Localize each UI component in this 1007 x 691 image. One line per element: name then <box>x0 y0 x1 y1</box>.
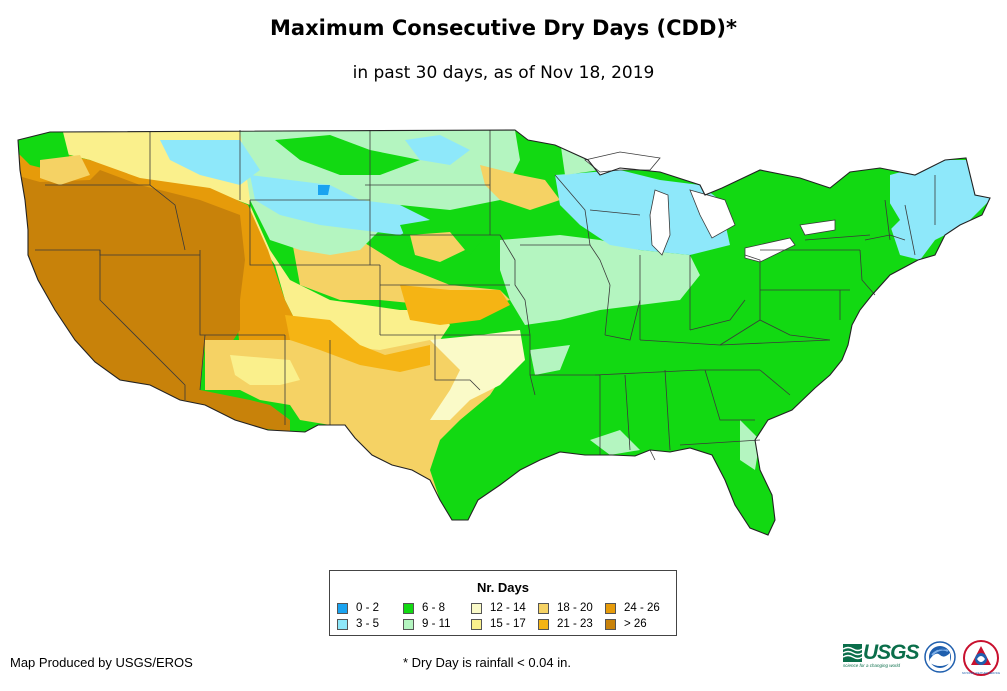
nws-logo: NATIONAL WEATHER SERVICE <box>962 640 1001 676</box>
legend-item-12-14: 12 - 14 <box>471 601 526 615</box>
cdd-zone-15-17 <box>230 355 300 385</box>
legend-label: 3 - 5 <box>356 618 380 630</box>
legend-label: 24 - 26 <box>624 602 660 614</box>
cdd-zone-3-5 <box>555 170 730 255</box>
map-credit: Map Produced by USGS/EROS <box>10 655 193 670</box>
dry-day-footnote: * Dry Day is rainfall < 0.04 in. <box>403 655 571 670</box>
map-subtitle: in past 30 days, as of Nov 18, 2019 <box>352 63 655 83</box>
state-boundaries <box>35 130 936 461</box>
nws-text: NATIONAL WEATHER SERVICE <box>962 671 1001 675</box>
legend-item-gt-26: > 26 <box>605 617 647 631</box>
cdd-zone-9-11 <box>500 235 700 325</box>
legend-item-9-11: 9 - 11 <box>403 617 451 631</box>
usgs-wordmark: USGS <box>863 641 920 664</box>
legend-label: 9 - 11 <box>422 618 451 630</box>
legend-swatch <box>337 602 348 614</box>
legend-item-21-23: 21 - 23 <box>538 617 593 631</box>
legend-label: 12 - 14 <box>490 602 526 614</box>
legend-item-3-5: 3 - 5 <box>337 617 379 631</box>
legend-title: Nr. Days <box>476 580 530 595</box>
legend-item-6-8: 6 - 8 <box>403 601 445 615</box>
legend-swatch <box>605 602 616 614</box>
legend-label: 21 - 23 <box>557 618 593 630</box>
legend-swatch <box>538 618 549 630</box>
cdd-zone-3-5 <box>890 160 990 260</box>
usgs-wave-icon <box>843 644 862 662</box>
cdd-zone-3-5 <box>160 140 260 185</box>
legend-swatch <box>337 618 348 630</box>
usgs-logo: USGS science for a changing world <box>843 641 920 671</box>
cdd-zone-3-5 <box>250 175 430 235</box>
legend-item-0-2: 0 - 2 <box>337 601 379 615</box>
cdd-zone-18-20 <box>40 155 90 185</box>
lake-michigan <box>649 189 671 256</box>
cdd-zone-6-8 <box>835 195 900 240</box>
legend-item-24-26: 24 - 26 <box>605 601 660 615</box>
legend-item-18-20: 18 - 20 <box>538 601 593 615</box>
usgs-tagline: science for a changing world <box>843 663 901 668</box>
legend-swatch <box>403 602 414 614</box>
cdd-zone-9-11 <box>530 345 570 375</box>
legend-swatch <box>403 618 414 630</box>
lake-ontario <box>799 219 836 236</box>
cdd-zone-12-14 <box>430 330 525 420</box>
cdd-zone-9-11 <box>740 420 760 470</box>
cdd-zone-9-11 <box>590 430 640 455</box>
cdd-zone-26 <box>18 170 290 432</box>
cdd-zone-0-2 <box>318 185 330 195</box>
legend-label: 15 - 17 <box>490 618 526 630</box>
legend-label: > 26 <box>624 618 647 630</box>
legend: Nr. Days 0 - 2 3 - 5 6 - 8 9 - 11 12 - 1… <box>329 570 677 636</box>
legend-item-15-17: 15 - 17 <box>471 617 526 631</box>
noaa-logo: NOAA <box>924 641 956 673</box>
legend-label: 6 - 8 <box>422 602 446 614</box>
cdd-raster <box>18 130 990 535</box>
legend-swatch <box>471 618 482 630</box>
legend-label: 18 - 20 <box>557 602 593 614</box>
cdd-zone-9-11 <box>560 140 600 175</box>
cdd-zone-3-5 <box>405 135 470 165</box>
lake-superior <box>584 151 661 173</box>
cdd-zone-18-20 <box>480 165 560 210</box>
cdd-zone-21-23 <box>400 285 510 325</box>
legend-swatch <box>538 602 549 614</box>
legend-swatch <box>605 618 616 630</box>
legend-label: 0 - 2 <box>356 602 380 614</box>
cdd-zone-6-8 <box>275 135 420 175</box>
cdd-zone-18-20 <box>410 232 465 262</box>
noaa-text: NOAA <box>934 646 946 651</box>
cdd-zone-21-23 <box>285 315 430 372</box>
legend-swatch <box>471 602 482 614</box>
lake-huron <box>689 189 736 239</box>
map-title: Maximum Consecutive Dry Days (CDD)* <box>270 16 737 40</box>
